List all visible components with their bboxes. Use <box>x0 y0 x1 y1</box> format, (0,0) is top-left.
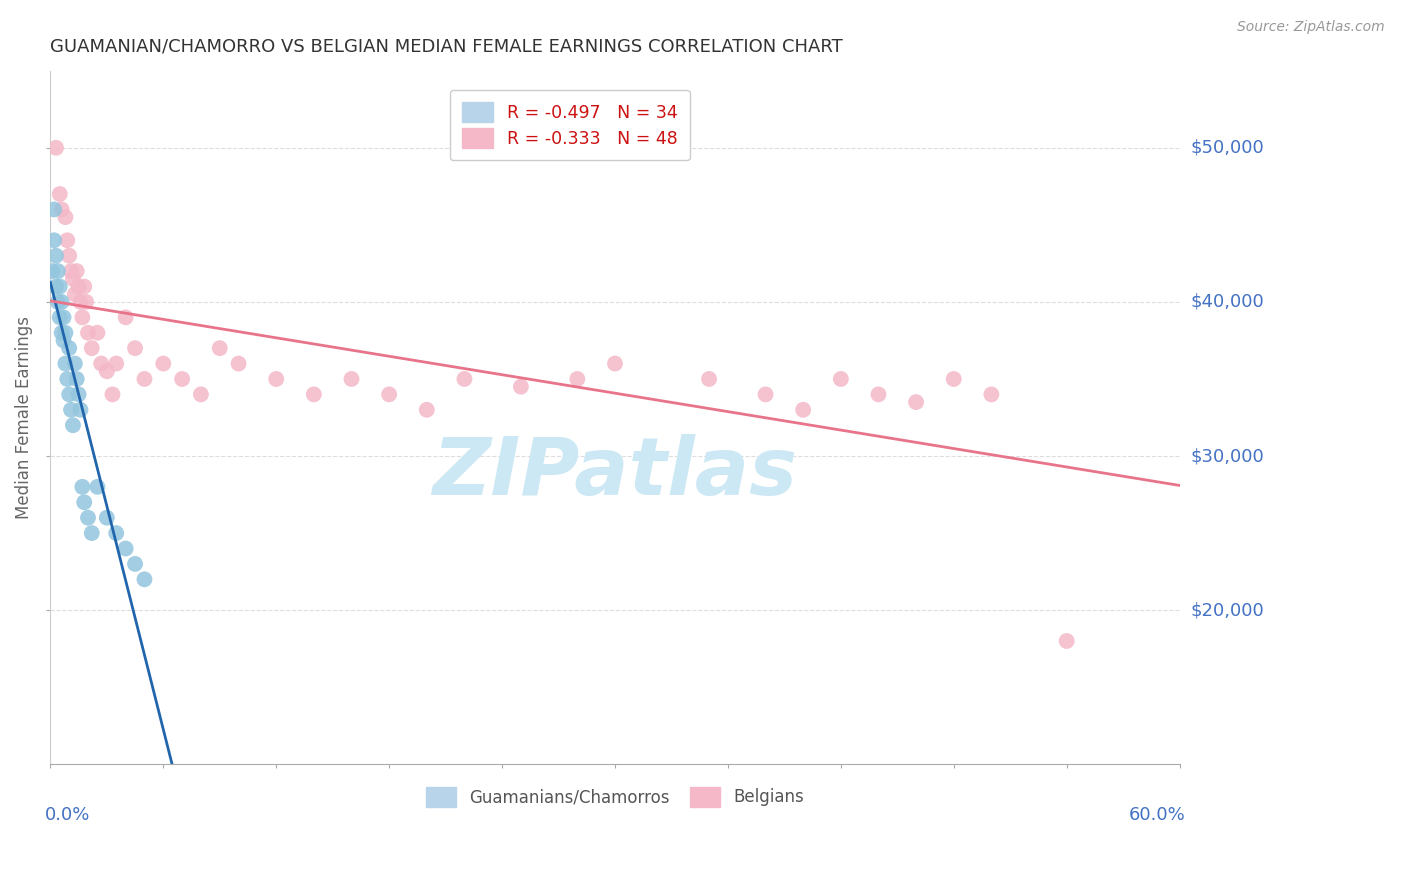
Point <box>58 341 80 355</box>
Text: 0.0%: 0.0% <box>45 805 90 824</box>
Point <box>77 326 100 340</box>
Text: $50,000: $50,000 <box>1191 139 1264 157</box>
Point <box>55 326 77 340</box>
Point <box>66 264 89 278</box>
Point <box>152 357 174 371</box>
Point <box>60 402 83 417</box>
Point <box>340 372 363 386</box>
Point <box>67 279 90 293</box>
Point <box>190 387 212 401</box>
Point <box>73 279 96 293</box>
Point <box>46 294 69 309</box>
Text: Source: ZipAtlas.com: Source: ZipAtlas.com <box>1237 20 1385 34</box>
Point <box>77 510 100 524</box>
Point <box>55 210 77 224</box>
Point <box>830 372 852 386</box>
Point <box>868 387 890 401</box>
Point <box>56 233 79 247</box>
Point <box>72 480 94 494</box>
Point <box>134 572 156 586</box>
Point <box>80 526 103 541</box>
Point <box>96 510 118 524</box>
Point <box>73 495 96 509</box>
Text: GUAMANIAN/CHAMORRO VS BELGIAN MEDIAN FEMALE EARNINGS CORRELATION CHART: GUAMANIAN/CHAMORRO VS BELGIAN MEDIAN FEM… <box>51 37 844 55</box>
Point <box>51 294 73 309</box>
Point <box>41 264 63 278</box>
Point <box>45 141 67 155</box>
Point <box>86 480 108 494</box>
Point <box>509 380 531 394</box>
Point <box>72 310 94 325</box>
Point <box>302 387 325 401</box>
Point <box>58 387 80 401</box>
Point <box>42 233 65 247</box>
Text: $20,000: $20,000 <box>1191 601 1264 619</box>
Point <box>105 357 128 371</box>
Point <box>942 372 965 386</box>
Point <box>416 402 439 417</box>
Point <box>264 372 287 386</box>
Point <box>62 272 84 286</box>
Point <box>754 387 776 401</box>
Point <box>114 310 136 325</box>
Point <box>101 387 124 401</box>
Point <box>42 202 65 217</box>
Point <box>45 279 67 293</box>
Point <box>208 341 231 355</box>
Point <box>58 249 80 263</box>
Point <box>90 357 112 371</box>
Point <box>46 264 69 278</box>
Point <box>792 402 814 417</box>
Point <box>52 310 75 325</box>
Point <box>228 357 250 371</box>
Point <box>905 395 928 409</box>
Point <box>114 541 136 556</box>
Point <box>49 187 72 202</box>
Point <box>63 287 86 301</box>
Point <box>51 326 73 340</box>
Point <box>603 357 626 371</box>
Point <box>75 294 97 309</box>
Point <box>567 372 589 386</box>
Point <box>49 310 72 325</box>
Point <box>124 341 146 355</box>
Point <box>124 557 146 571</box>
Text: $40,000: $40,000 <box>1191 293 1264 311</box>
Text: 60.0%: 60.0% <box>1129 805 1185 824</box>
Point <box>51 202 73 217</box>
Point <box>45 249 67 263</box>
Point <box>60 264 83 278</box>
Text: ZIPatlas: ZIPatlas <box>433 434 797 512</box>
Point <box>55 357 77 371</box>
Point <box>67 387 90 401</box>
Point <box>980 387 1002 401</box>
Point <box>453 372 475 386</box>
Point <box>697 372 720 386</box>
Point <box>105 526 128 541</box>
Point <box>96 364 118 378</box>
Point <box>66 372 89 386</box>
Point <box>52 334 75 348</box>
Point <box>69 402 91 417</box>
Point <box>49 279 72 293</box>
Y-axis label: Median Female Earnings: Median Female Earnings <box>15 316 32 519</box>
Point <box>134 372 156 386</box>
Point <box>1056 634 1078 648</box>
Point <box>378 387 401 401</box>
Point <box>63 357 86 371</box>
Point <box>56 372 79 386</box>
Point <box>86 326 108 340</box>
Legend: Guamanians/Chamorros, Belgians: Guamanians/Chamorros, Belgians <box>418 779 813 815</box>
Point <box>172 372 194 386</box>
Text: $30,000: $30,000 <box>1191 447 1264 465</box>
Point <box>80 341 103 355</box>
Point <box>69 294 91 309</box>
Point <box>62 418 84 433</box>
